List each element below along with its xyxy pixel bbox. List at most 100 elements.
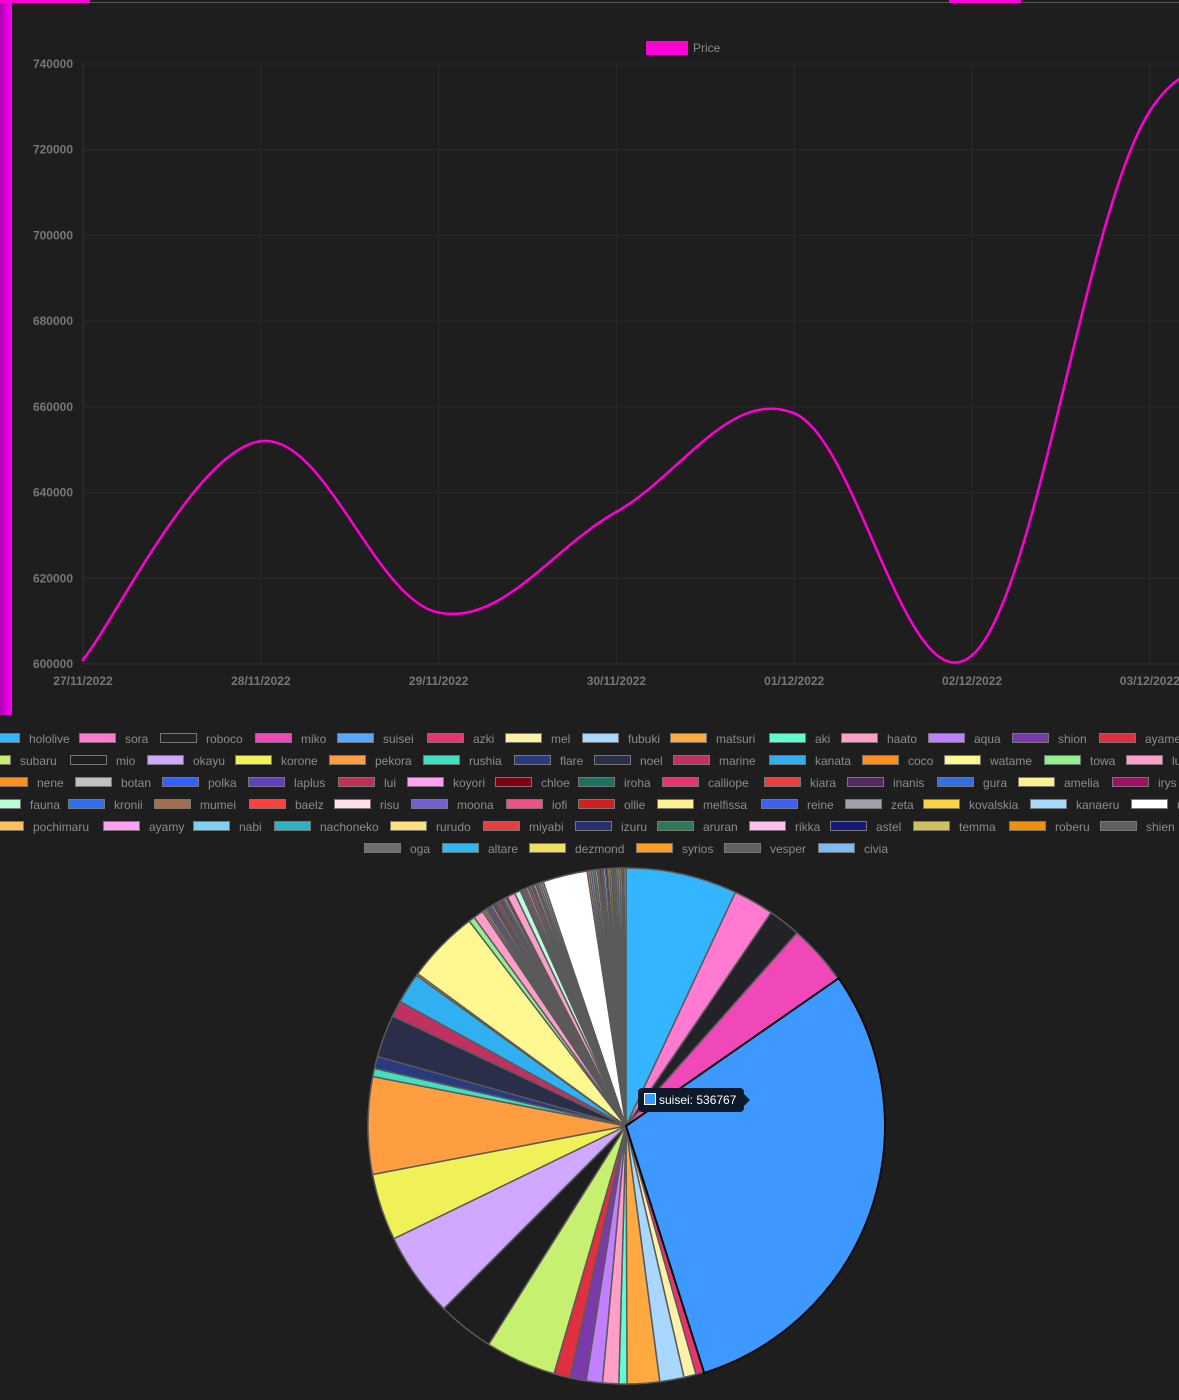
legend-swatch (749, 821, 786, 831)
legend-label: mel (551, 732, 571, 746)
pie-legend: hololive sora roboco miko suisei azki mel fubuk… (0, 728, 1179, 860)
legend-swatch (1018, 777, 1055, 787)
pie-slice-suisei[interactable] (624, 976, 886, 1375)
legend-swatch (423, 755, 460, 765)
legend-label: aqua (974, 732, 1001, 746)
legend-swatch (1009, 821, 1046, 831)
legend-label: sora (125, 732, 149, 746)
legend-swatch (364, 843, 401, 853)
legend-swatch (249, 799, 286, 809)
price-point (970, 653, 974, 657)
legend-swatch (0, 777, 28, 787)
legend-swatch (505, 733, 542, 743)
legend-swatch (1044, 755, 1081, 765)
legend-swatch (193, 821, 230, 831)
tooltip-arrow (744, 1094, 751, 1106)
legend-label: kiara (810, 776, 837, 790)
legend-swatch (594, 755, 631, 765)
legend-label: nene (37, 776, 64, 790)
legend-swatch (928, 733, 965, 743)
legend-swatch (235, 755, 272, 765)
x-tick-label: 29/11/2022 (409, 674, 469, 688)
legend-swatch (514, 755, 551, 765)
legend-label: dezmond (575, 842, 625, 856)
legend-label: mio (116, 754, 136, 768)
legend-label: baelz (295, 798, 324, 812)
legend-swatch (845, 799, 882, 809)
legend-label: melfissa (703, 798, 748, 812)
legend-swatch (575, 821, 612, 831)
legend-swatch (578, 777, 615, 787)
legend-swatch (70, 755, 107, 765)
legend-label: zeta (891, 798, 914, 812)
pie-slice-civia[interactable] (623, 867, 627, 1127)
legend-row: oga altare dezmond syrios vesper civia (0, 838, 1179, 860)
legend-label: ollie (624, 798, 646, 812)
legend-label: moona (457, 798, 494, 812)
legend-swatch (673, 755, 710, 765)
legend-label: mumei (200, 798, 237, 812)
legend-swatch (274, 821, 311, 831)
legend-label: watame (990, 754, 1033, 768)
legend-label: calliope (708, 776, 749, 790)
legend-swatch (657, 821, 694, 831)
legend-label: okayu (193, 754, 226, 768)
legend-swatch (847, 777, 884, 787)
legend-swatch (75, 777, 112, 787)
legend-swatch (160, 733, 197, 743)
legend-label: marine (719, 754, 756, 768)
legend-label-price: Price (693, 41, 721, 55)
price-point (1148, 109, 1152, 113)
pie-slice-hololive[interactable] (625, 867, 737, 1127)
price-point (437, 611, 441, 615)
legend-label: shion (1058, 732, 1087, 746)
legend-swatch (670, 733, 707, 743)
legend-swatch (764, 777, 801, 787)
legend-label: roboco (206, 732, 243, 746)
legend-row: fauna kronii mumei baelz risu moona iofi ollie m… (0, 794, 1179, 816)
legend-swatch (841, 733, 878, 743)
legend-swatch (390, 821, 427, 831)
legend-label: temma (959, 820, 996, 834)
tooltip-text: suisei: 536767 (659, 1093, 737, 1107)
legend-label: chloe (541, 776, 570, 790)
price-point (792, 411, 796, 415)
legend-label: gura (983, 776, 1008, 790)
legend-swatch (944, 755, 981, 765)
legend-swatch (1131, 799, 1168, 809)
x-tick-label: 01/12/2022 (764, 674, 824, 688)
legend-swatch (0, 821, 24, 831)
legend-label: pochimaru (33, 820, 90, 834)
legend-label: iroha (624, 776, 651, 790)
legend-label: coco (908, 754, 934, 768)
legend-label: amelia (1064, 776, 1100, 790)
legend-swatch (0, 799, 21, 809)
legend-label: towa (1090, 754, 1116, 768)
legend-label: kronii (114, 798, 143, 812)
legend-label: suisei (383, 732, 414, 746)
legend-swatch (68, 799, 105, 809)
legend-swatch (407, 777, 444, 787)
legend-label: altare (488, 842, 519, 856)
legend-swatch-price (646, 41, 688, 55)
legend-label: risu (380, 798, 400, 812)
legend-label: matsuri (716, 732, 756, 746)
legend-label: azki (473, 732, 495, 746)
tooltip-swatch (644, 1093, 656, 1105)
legend-label: noel (640, 754, 663, 768)
legend-label: korone (281, 754, 318, 768)
legend-swatch (255, 733, 292, 743)
legend-label: hololive (29, 732, 70, 746)
legend-swatch (662, 777, 699, 787)
legend-swatch (1126, 755, 1163, 765)
legend-swatch (0, 733, 20, 743)
legend-swatch (923, 799, 960, 809)
legend-swatch (937, 777, 974, 787)
legend-swatch (578, 799, 615, 809)
x-tick-label: 02/12/2022 (942, 674, 1002, 688)
legend-label: ui (1177, 797, 1179, 813)
legend-label: kanata (815, 754, 852, 768)
legend-swatch (830, 821, 867, 831)
x-tick-label: 30/11/2022 (587, 674, 647, 688)
legend-swatch (338, 777, 375, 787)
